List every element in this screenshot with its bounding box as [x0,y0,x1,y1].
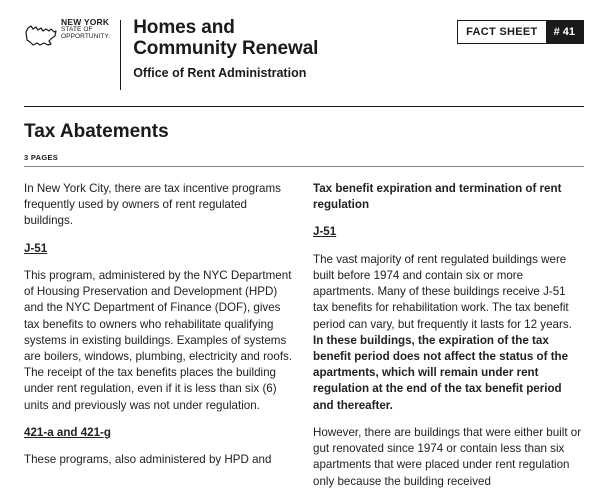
p-421: These programs, also administered by HPD… [24,452,295,468]
intro-paragraph: In New York City, there are tax incentiv… [24,181,295,230]
j51-expiry-text-a: The vast majority of rent regulated buil… [313,253,572,331]
fact-sheet-number: # 41 [546,21,583,43]
header-left: NEW YORK STATE OF OPPORTUNITY. Homes and… [24,18,318,90]
agency-block: Homes and Community Renewal Office of Re… [131,18,318,80]
agency-title-line2: Community Renewal [133,39,318,60]
however-paragraph: However, there are buildings that were e… [313,425,584,490]
body-columns: In New York City, there are tax incentiv… [24,181,584,501]
nys-logo-block: NEW YORK STATE OF OPPORTUNITY. [24,18,110,53]
section-head-expiration: Tax benefit expiration and termination o… [313,181,584,213]
subhead-j51: J-51 [24,241,295,257]
subhead-421: 421-a and 421-g [24,425,295,441]
agency-subtitle: Office of Rent Administration [133,66,318,80]
j51-expiry-text-bold: In these buildings, the expiration of th… [313,334,568,412]
nys-text: NEW YORK STATE OF OPPORTUNITY. [61,18,110,41]
agency-title-line1: Homes and [133,18,318,39]
state-line3: OPPORTUNITY. [61,34,110,41]
column-right: Tax benefit expiration and termination o… [313,181,584,501]
ny-state-icon [24,18,58,53]
fact-sheet-badge: FACT SHEET # 41 [457,20,584,44]
subhead-j51-r: J-51 [313,224,584,240]
rule-thick [24,106,584,107]
rule-thin [24,166,584,167]
page-count: 3 PAGES [24,153,584,162]
document-title: Tax Abatements [24,121,584,143]
vertical-rule [120,20,121,90]
column-left: In New York City, there are tax incentiv… [24,181,295,501]
j51-paragraph: This program, administered by the NYC De… [24,268,295,414]
document-header: NEW YORK STATE OF OPPORTUNITY. Homes and… [24,18,584,90]
fact-sheet-label: FACT SHEET [458,21,545,43]
j51-expiry-paragraph: The vast majority of rent regulated buil… [313,252,584,414]
